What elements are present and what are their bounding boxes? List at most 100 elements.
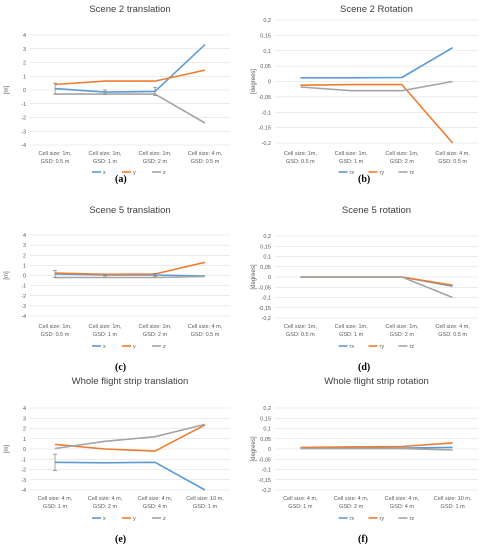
legend-label: z [163,516,166,522]
chart-title: Scene 2 translation [89,4,170,15]
series-line-x [55,462,205,490]
y-tick-label: 0,05 [260,437,271,443]
y-tick-label: -1 [21,102,26,108]
legend-label: x [103,170,106,176]
x-tick-label: GSD: 1 m [339,159,364,165]
y-tick-label: 2 [23,253,26,259]
legend-label: y [133,516,136,522]
y-tick-label: -0,15 [258,478,271,484]
x-tick-label: GSD: 4 m [390,504,415,510]
x-tick-label: Cell size: 1m, [138,151,171,157]
x-tick-label: Cell size: 1m, [38,324,71,330]
legend-label: rx [350,170,355,176]
x-tick-label: GSD: 1 m [441,504,466,510]
x-tick-label: Cell size: 4 m, [435,151,470,157]
series-line-y [55,425,205,451]
x-tick-label: GSD: 4 m [143,504,168,510]
series-line-ry [300,277,452,285]
x-tick-label: GSD: 2 m [143,159,168,165]
x-tick-label: GSD: 0.5 m [41,159,70,165]
series-line-y [55,70,205,84]
x-tick-label: Cell size: 4 m, [283,496,318,502]
x-tick-label: GSD: 0.5 m [286,159,315,165]
x-tick-label: GSD: 0.5 m [41,332,70,338]
x-tick-label: GSD: 0.5 m [191,159,220,165]
y-axis-label: [m] [4,86,10,95]
y-tick-label: -0,1 [262,468,271,474]
y-tick-label: 0,1 [263,427,271,433]
y-tick-label: 0,2 [263,234,271,240]
legend-label: rx [350,516,355,522]
series-line-ry [300,443,452,448]
y-tick-label: -0,15 [258,126,271,132]
y-tick-label: -0,2 [262,316,271,322]
y-tick-label: 3 [23,243,26,249]
y-tick-label: 0,2 [263,18,271,24]
x-tick-label: Cell size: 4 m, [188,151,223,157]
x-tick-label: GSD: 0.5 m [191,332,220,338]
y-tick-label: -0,05 [258,457,271,463]
x-tick-label: Cell size: 4 m, [435,324,470,330]
x-tick-label: Cell size: 1m, [38,151,71,157]
panel-label-a: (a) [115,174,127,185]
y-tick-label: 4 [23,233,26,239]
y-tick-label: -2 [21,116,26,122]
series-line-z [55,277,205,278]
y-axis-label: [m] [4,445,10,454]
y-tick-label: -3 [21,129,26,135]
x-tick-label: GSD: 2 m [339,504,364,510]
legend-label: z [163,344,166,350]
y-tick-label: -0,1 [262,296,271,302]
x-tick-label: Cell size: 1m, [284,151,317,157]
x-tick-label: GSD: 2 m [143,332,168,338]
x-tick-label: GSD: 1 m [193,504,218,510]
x-tick-label: GSD: 0.5 m [438,332,467,338]
y-tick-label: -0,2 [262,488,271,494]
legend-label: ry [380,170,385,176]
x-tick-label: Cell size: 4 m, [88,496,123,502]
y-tick-label: -0,05 [258,285,271,291]
legend-label: z [163,170,166,176]
series-line-rz [300,82,452,91]
y-tick-label: -4 [21,488,26,494]
x-tick-label: Cell size: 1m, [88,324,121,330]
panel-label-e: (e) [115,534,126,545]
y-tick-label: 0,2 [263,406,271,412]
chart-title: Whole flight strip translation [72,376,189,387]
y-tick-label: 0 [23,447,26,453]
x-tick-label: GSD: 1 m [93,332,118,338]
legend-label: ry [380,344,385,350]
x-tick-label: GSD: 1 m [339,332,364,338]
y-tick-label: 2 [23,61,26,67]
chart-title: Whole flight strip rotation [324,376,429,387]
x-tick-label: Cell size: 10 m, [186,496,224,502]
legend-label: x [103,344,106,350]
y-tick-label: -3 [21,304,26,310]
y-tick-label: -4 [21,143,26,149]
y-tick-label: -0,1 [262,110,271,116]
legend-label: rz [410,344,415,350]
chart-title: Scene 5 rotation [342,205,411,216]
y-tick-label: 2 [23,427,26,433]
y-tick-label: -1 [21,457,26,463]
chart-title: Scene 5 translation [89,205,170,216]
legend-label: ry [380,516,385,522]
panel-label-d: (d) [358,362,370,373]
x-tick-label: Cell size: 1m, [385,151,418,157]
y-tick-label: 1 [23,74,26,80]
x-tick-label: Cell size: 10 m, [434,496,472,502]
series-line-rx [300,48,452,78]
y-tick-label: 3 [23,416,26,422]
y-tick-label: -0,2 [262,141,271,147]
y-tick-label: 0,05 [260,64,271,70]
y-tick-label: 0,1 [263,49,271,55]
series-line-z [55,94,205,123]
x-tick-label: GSD: 2 m [390,159,415,165]
x-tick-label: Cell size: 1m, [284,324,317,330]
y-tick-label: 0,15 [260,33,271,39]
y-tick-label: 0,05 [260,265,271,271]
panel-label-f: (f) [358,534,368,545]
y-tick-label: 0 [268,80,271,86]
y-tick-label: 0 [23,274,26,280]
